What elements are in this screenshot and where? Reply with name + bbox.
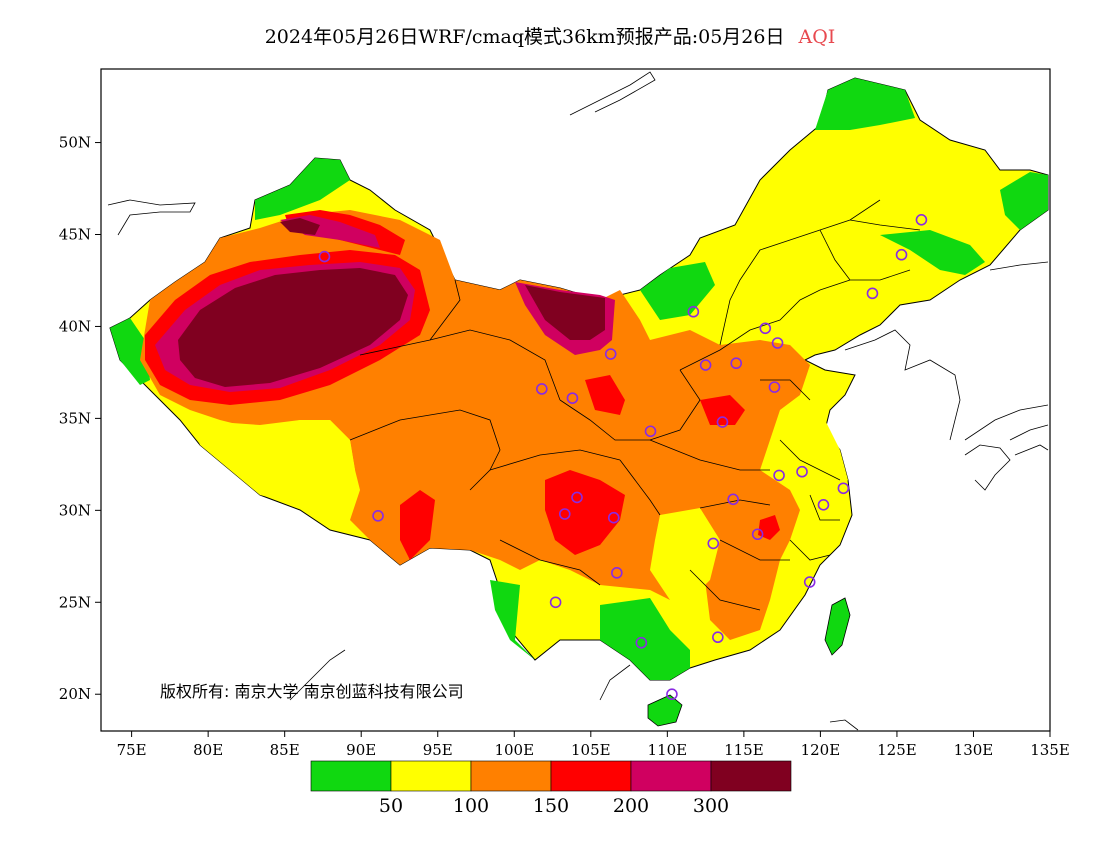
map-frame	[100, 68, 1051, 732]
stations-layer	[318, 213, 928, 701]
aqi-region-green-w	[110, 318, 150, 385]
station-marker	[768, 381, 781, 393]
aqi-region-red-ah	[758, 515, 780, 540]
station-marker	[372, 510, 384, 522]
station-marker	[803, 576, 816, 588]
x-tick-label: 90E	[346, 741, 376, 759]
page-title: 2024年05月26日WRF/cmaq模式36km预报产品:05月26日 AQI	[0, 22, 1100, 49]
legend-swatch	[710, 760, 792, 792]
station-marker	[566, 392, 579, 404]
aqi-region-red-sc	[545, 470, 625, 555]
aqi-region-green-ne2	[1000, 172, 1048, 230]
x-tick-label: 125E	[877, 741, 917, 759]
y-tick-label: 25N	[59, 593, 91, 611]
aqi-region-red-tib	[400, 490, 435, 560]
legend-swatch	[390, 760, 472, 792]
copyright-text: 版权所有: 南京大学 南京创蓝科技有限公司	[160, 682, 464, 701]
title-variable: AQI	[798, 26, 836, 48]
station-marker	[730, 357, 743, 370]
y-axis: 20N 25N 30N 35N 40N 45N 50N	[59, 134, 101, 703]
legend-label: 300	[693, 795, 729, 817]
hainan-island	[647, 694, 683, 727]
aqi-region-maroon-nm	[525, 285, 605, 340]
station-marker	[771, 337, 784, 349]
station-marker	[558, 508, 571, 520]
aqi-legend: 50 100 150 200 300	[310, 760, 792, 817]
station-marker	[635, 636, 648, 649]
y-tick-label: 50N	[59, 134, 91, 152]
aqi-region-maroon-n	[280, 218, 320, 235]
title-main: 2024年05月26日WRF/cmaq模式36km预报产品:05月26日	[264, 26, 785, 48]
station-marker	[712, 631, 724, 644]
aqi-region-green-ne3	[880, 230, 985, 275]
legend-label: 50	[379, 795, 403, 817]
aqi-region-yellow-e	[770, 400, 848, 500]
station-marker	[716, 416, 729, 428]
station-marker	[759, 322, 772, 335]
aqi-region-yellow-c	[650, 508, 720, 600]
legend-swatch	[550, 760, 632, 792]
station-marker	[699, 359, 712, 371]
station-marker	[549, 596, 562, 609]
station-marker	[727, 493, 739, 506]
x-tick-label: 100E	[494, 741, 534, 759]
y-tick-label: 30N	[59, 501, 91, 519]
station-marker	[751, 528, 764, 541]
x-tick-label: 115E	[724, 741, 764, 759]
station-marker	[773, 469, 785, 482]
legend-label: 150	[533, 795, 569, 817]
taiwan-island	[824, 597, 851, 656]
station-marker	[571, 491, 583, 504]
province-boundaries	[349, 199, 921, 611]
station-marker	[796, 465, 808, 478]
legend-label: 100	[453, 795, 489, 817]
station-marker	[611, 567, 623, 579]
station-marker	[817, 499, 830, 511]
station-marker	[915, 213, 928, 226]
aqi-region-green-ne	[815, 78, 915, 130]
legend-label: 200	[613, 795, 649, 817]
x-tick-label: 85E	[270, 741, 300, 759]
x-tick-label: 130E	[954, 741, 994, 759]
aqi-region-red-sx	[585, 375, 625, 415]
station-marker	[707, 537, 720, 550]
x-tick-label: 120E	[801, 741, 841, 759]
y-tick-label: 40N	[59, 317, 91, 335]
aqi-region-green-nm	[640, 262, 715, 320]
x-tick-label: 75E	[117, 741, 147, 759]
station-marker	[666, 688, 678, 701]
x-tick-label: 105E	[571, 741, 611, 759]
station-marker	[536, 383, 548, 395]
coastlines	[107, 71, 1049, 731]
legend-swatch	[470, 760, 552, 792]
x-axis: 75E 80E 85E 90E 95E 100E 105E 110E 115E 120E 125E 1…	[117, 731, 1070, 759]
x-tick-label: 135E	[1030, 741, 1070, 759]
legend-swatch	[310, 760, 392, 792]
y-tick-label: 35N	[59, 409, 91, 427]
station-marker	[866, 287, 879, 300]
y-tick-label: 45N	[59, 226, 91, 244]
station-marker	[607, 511, 620, 524]
aqi-region-maroon-xj	[178, 268, 408, 387]
station-marker	[318, 250, 331, 263]
x-tick-label: 110E	[648, 741, 688, 759]
x-tick-label: 95E	[423, 741, 453, 759]
legend-swatch	[630, 760, 712, 792]
aqi-region-green-sw	[490, 580, 535, 660]
x-tick-label: 80E	[193, 741, 223, 759]
station-marker	[644, 425, 657, 438]
station-marker	[687, 305, 700, 318]
aqi-region-green-xj	[255, 158, 350, 220]
station-marker	[895, 248, 908, 261]
station-marker	[604, 348, 617, 360]
map-area	[107, 71, 1049, 731]
station-marker	[837, 482, 850, 495]
aqi-region-red-hb	[700, 395, 745, 425]
y-tick-label: 20N	[59, 685, 91, 703]
aqi-region-yellow-tibet	[190, 420, 355, 510]
